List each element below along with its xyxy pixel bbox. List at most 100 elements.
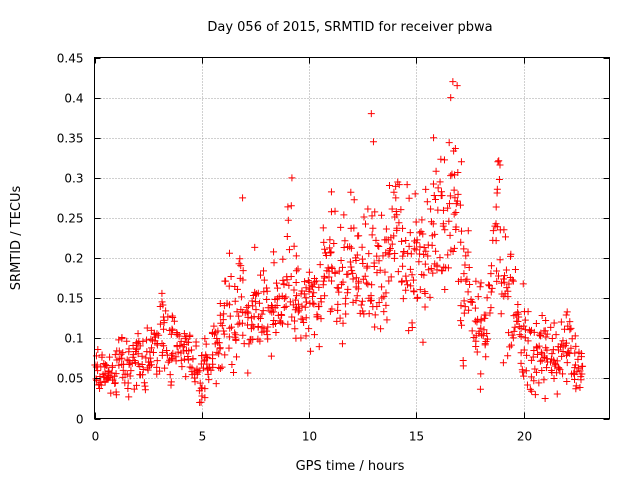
data-point [342,310,350,318]
data-point [522,326,530,334]
data-point [111,379,119,387]
data-point [446,200,454,208]
data-point [168,325,176,333]
data-point [500,226,508,234]
data-point [360,213,368,221]
data-point [349,298,357,306]
data-point [326,236,334,244]
data-point [554,364,562,372]
data-point [169,349,177,357]
data-point [280,304,288,312]
data-point [331,207,339,215]
data-point [385,277,393,285]
data-point [153,363,161,371]
data-point [288,174,296,182]
data-point [220,310,228,318]
data-point [107,389,115,397]
data-point [173,342,181,350]
data-point [126,372,134,380]
data-point [421,290,429,298]
data-point [302,294,310,302]
data-point [143,336,151,344]
data-point [212,380,220,388]
data-point [166,371,174,379]
data-point [452,223,460,231]
data-point [215,339,223,347]
data-point [375,299,383,307]
data-point [239,267,247,275]
data-point [310,331,318,339]
data-point [335,288,343,296]
data-point [378,211,386,219]
data-point [117,350,125,358]
data-point [537,332,545,340]
data-point [221,351,229,359]
data-point [147,335,155,343]
data-point [535,342,543,350]
data-point [492,237,500,245]
data-point [263,327,271,335]
data-point [237,306,245,314]
data-point [550,375,558,383]
data-point [409,276,417,284]
data-point [538,367,546,375]
data-point [375,242,383,250]
data-point [402,277,410,285]
data-point [175,332,183,340]
data-point [559,370,567,378]
data-point [457,238,465,246]
data-point [335,267,343,275]
data-point [210,322,218,330]
data-point [475,327,483,335]
data-point [444,251,452,259]
data-point [162,307,170,315]
y-tick-label: 0.45 [57,52,84,66]
data-point [460,270,468,278]
data-point [317,298,325,306]
data-point [503,284,511,292]
data-point [445,217,453,225]
data-point [553,369,561,377]
data-point [254,313,262,321]
data-point [358,243,366,251]
data-point [290,242,298,250]
data-point [452,200,460,208]
data-point [333,317,341,325]
data-point [385,182,393,190]
data-point [571,361,579,369]
data-point [405,194,413,202]
data-point [260,276,268,284]
data-point [477,315,485,323]
data-point [414,293,422,301]
data-point [268,308,276,316]
data-point [574,355,582,363]
data-point [477,370,485,378]
data-point [149,349,157,357]
data-point [334,300,342,308]
data-point [546,358,554,366]
data-point [493,185,501,193]
data-point [563,359,571,367]
data-point [538,311,546,319]
data-point [168,354,176,362]
data-point [315,302,323,310]
data-point [504,352,512,360]
data-point [399,224,407,232]
data-point [566,318,574,326]
data-point [232,336,240,344]
data-point [346,258,354,266]
data-point [371,208,379,216]
data-point [536,357,544,365]
data-point [562,311,570,319]
data-point [470,333,478,341]
data-point [245,340,253,348]
data-point [205,376,213,384]
data-point [288,313,296,321]
data-point [151,337,159,345]
data-point [365,250,373,258]
data-point [529,353,537,361]
data-point [326,244,334,252]
data-point [450,210,458,218]
data-point [406,265,414,273]
data-point [249,302,257,310]
